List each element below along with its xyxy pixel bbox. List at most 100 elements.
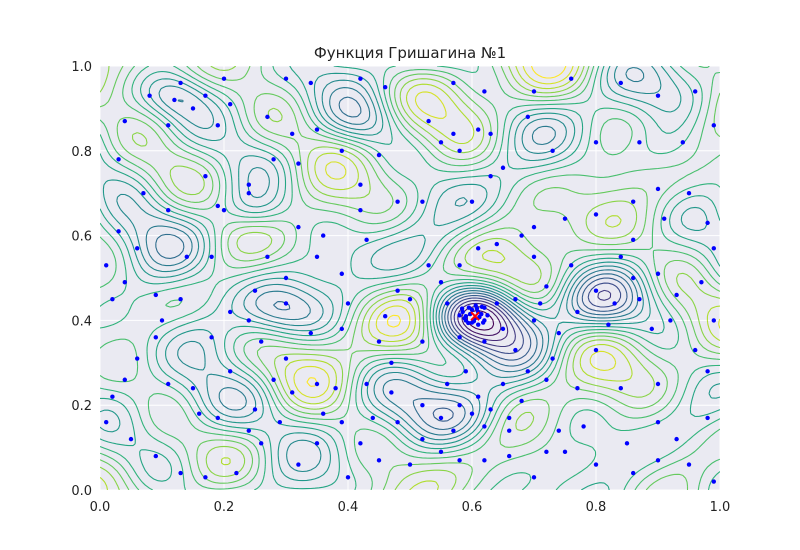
trial-point (228, 309, 233, 315)
optimum-x-stroke (470, 311, 480, 321)
trial-point (513, 297, 518, 302)
trial-point (479, 304, 485, 310)
trial-point (482, 458, 487, 463)
trial-point (438, 415, 444, 421)
trial-point (110, 297, 115, 302)
trial-point (631, 275, 636, 281)
trial-point (271, 377, 276, 382)
x-tick-label: 0.2 (214, 500, 235, 515)
trial-point (457, 263, 462, 268)
trial-point (655, 186, 661, 192)
trial-point (426, 263, 431, 268)
contour-level (453, 289, 612, 348)
trial-point (153, 453, 158, 459)
trial-point (159, 318, 165, 323)
trial-point (228, 101, 233, 107)
trial-point (358, 182, 363, 187)
trial-point (581, 424, 586, 429)
trial-point (544, 449, 549, 455)
trial-point (466, 305, 472, 310)
trial-point (383, 85, 388, 90)
trial-point (544, 377, 549, 382)
trial-point (593, 212, 599, 217)
trial-point (178, 470, 183, 476)
trial-point (488, 131, 493, 137)
trial-point (116, 157, 121, 162)
contour-level (100, 66, 720, 490)
trial-point (228, 369, 233, 374)
trial-point (153, 292, 158, 298)
trial-point (525, 114, 530, 120)
trial-point (606, 322, 611, 327)
trial-point (314, 254, 320, 259)
trial-point (457, 403, 462, 408)
trial-point (562, 449, 568, 455)
contour-level (116, 66, 662, 473)
trial-point (314, 441, 320, 446)
trial-point (457, 148, 462, 153)
trial-point (460, 309, 465, 315)
trial-point (265, 114, 270, 120)
x-tick-label: 0.0 (90, 500, 111, 515)
trial-point (221, 207, 227, 213)
trial-point (471, 319, 477, 324)
trial-point (246, 182, 251, 187)
trial-point (166, 123, 171, 128)
trial-point (283, 301, 289, 306)
trial-point (110, 394, 115, 399)
y-tick-label: 0.0 (71, 484, 92, 499)
trial-point (469, 411, 475, 416)
trial-point (482, 424, 487, 429)
trial-point (395, 419, 400, 425)
trial-point (618, 386, 623, 391)
y-tick-label: 0.6 (71, 230, 92, 245)
trial-point (252, 288, 258, 293)
trial-point (209, 335, 214, 340)
trial-point (451, 80, 456, 86)
trial-point (507, 428, 512, 433)
trial-point (184, 254, 189, 259)
trial-point (277, 419, 282, 425)
trial-point (674, 436, 679, 442)
trial-point (376, 339, 382, 344)
trial-point (562, 216, 568, 221)
trial-point (494, 241, 499, 247)
trial-point (339, 326, 344, 332)
trial-point (457, 313, 462, 318)
trial-point (383, 313, 388, 319)
trial-point (438, 449, 444, 455)
trial-point (494, 301, 499, 306)
trial-point (308, 80, 313, 86)
trial-point (358, 207, 363, 213)
trial-point (569, 263, 574, 268)
trial-point (321, 233, 326, 238)
trial-point (531, 318, 537, 323)
trial-point (290, 131, 295, 137)
y-tick-label: 1.0 (71, 60, 92, 75)
trial-point (593, 347, 599, 353)
trial-point (473, 303, 478, 308)
trial-point (203, 475, 208, 480)
trial-point (655, 458, 661, 463)
trial-point (209, 254, 214, 259)
trial-point (426, 118, 431, 124)
trial-point (358, 76, 363, 81)
trial-point (637, 140, 642, 145)
trial-point (141, 191, 146, 196)
trial-point (178, 297, 183, 302)
trial-point (531, 475, 537, 480)
trial-point (290, 390, 295, 395)
trial-point (519, 398, 524, 404)
trial-point (135, 246, 140, 251)
trial-point (550, 148, 555, 153)
trial-point (693, 89, 698, 94)
trial-point (252, 407, 258, 412)
trial-point (637, 297, 642, 302)
contour-lines (100, 66, 720, 490)
x-tick-label: 1.0 (710, 500, 731, 515)
contour-level (432, 277, 628, 422)
trial-point (389, 360, 394, 365)
trial-point (662, 216, 667, 221)
